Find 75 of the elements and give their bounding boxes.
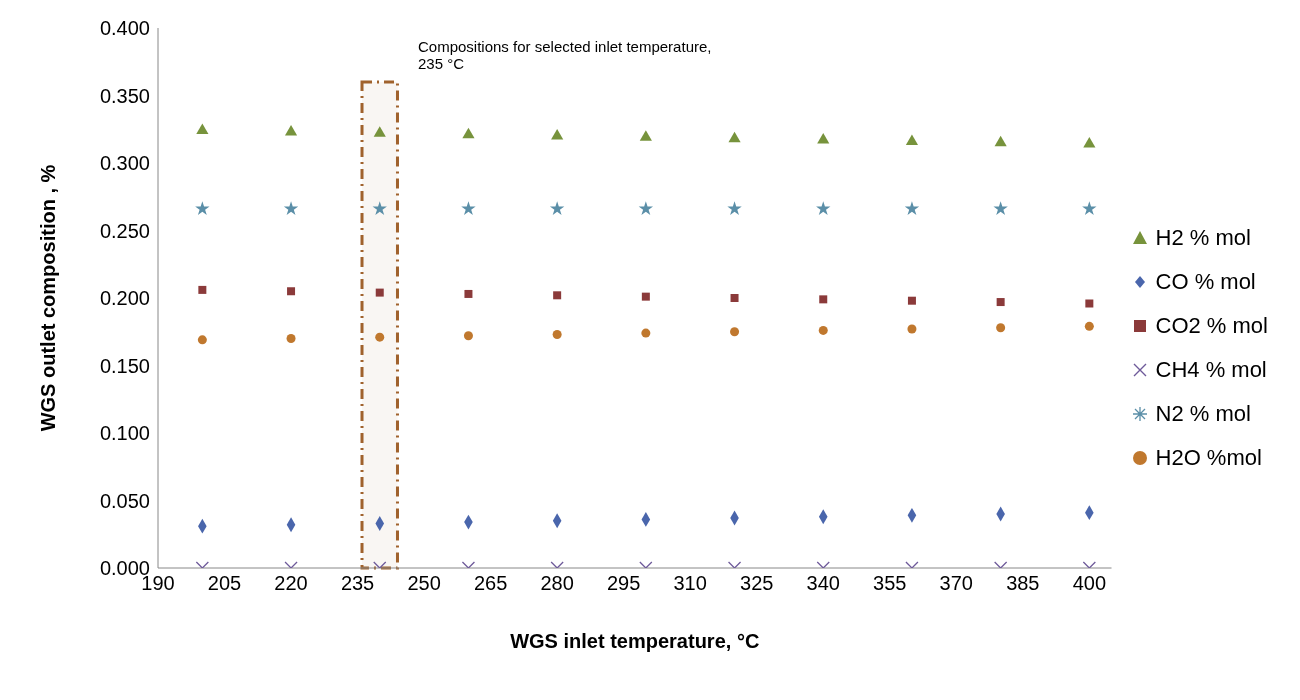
point <box>996 323 1006 333</box>
point <box>639 130 652 141</box>
x-tick-label: 370 <box>939 572 973 595</box>
legend-label: H2O %mol <box>1155 445 1262 471</box>
point <box>730 327 740 337</box>
point <box>198 285 207 294</box>
x-tick-label: 220 <box>274 572 308 595</box>
point <box>907 324 917 334</box>
y-tick-label: 0.050 <box>99 489 150 512</box>
point <box>727 201 742 216</box>
point <box>551 128 564 140</box>
band-label: Compositions for selected inlet temperature, 235 °C <box>418 38 713 72</box>
point <box>994 135 1007 147</box>
point <box>730 294 739 302</box>
legend-label: N2 % mol <box>1155 401 1251 427</box>
legend-label: H2 % mol <box>1155 225 1251 251</box>
y-tick-label: 0.350 <box>99 84 150 107</box>
y-tick-label: 0.150 <box>99 354 150 377</box>
point <box>284 124 298 136</box>
point <box>728 131 741 143</box>
legend-label: CH4 % mol <box>1155 357 1267 383</box>
y-tick-label: 0.400 <box>99 17 150 40</box>
y-tick-label: 0.200 <box>99 287 150 310</box>
point <box>372 201 387 216</box>
point <box>904 201 920 216</box>
point <box>816 201 831 216</box>
point <box>462 127 475 139</box>
point <box>1085 299 1094 308</box>
x-tick-label: 265 <box>473 572 508 595</box>
point <box>907 296 916 305</box>
point <box>1082 201 1097 216</box>
x-tick-label: 355 <box>873 572 907 595</box>
x-tick-label: 310 <box>673 572 707 595</box>
point <box>553 291 562 300</box>
x-tick-label: 205 <box>207 572 242 595</box>
point <box>1083 137 1096 148</box>
point <box>195 201 210 216</box>
x-tick-label: 325 <box>740 572 774 595</box>
point <box>817 133 830 144</box>
point <box>375 288 384 297</box>
y-axis-title: WGS outlet composition , % <box>37 164 60 432</box>
point <box>287 287 296 296</box>
point <box>464 289 473 298</box>
y-tick-label: 0.250 <box>99 219 150 242</box>
x-axis-title: WGS inlet temperature, °C <box>510 630 760 652</box>
point <box>461 201 476 216</box>
point <box>283 201 299 216</box>
point <box>641 328 651 338</box>
point <box>286 333 296 344</box>
point <box>996 298 1005 307</box>
point <box>819 295 828 304</box>
point <box>549 201 565 216</box>
x-tick-label: 235 <box>340 572 375 595</box>
y-tick-label: 0.100 <box>99 422 150 445</box>
y-tick-label: 0.300 <box>99 152 150 175</box>
x-tick-label: 340 <box>806 572 840 595</box>
point <box>818 325 828 335</box>
point <box>905 134 919 145</box>
point <box>375 332 385 342</box>
x-tick-label: 400 <box>1072 572 1107 595</box>
point <box>197 335 207 345</box>
x-tick-label: 250 <box>407 572 441 595</box>
point <box>993 201 1008 216</box>
point <box>1084 321 1094 331</box>
point <box>641 292 650 301</box>
point <box>196 123 209 135</box>
point <box>638 201 654 216</box>
legend-label: CO2 % mol <box>1155 313 1268 339</box>
point <box>552 329 562 339</box>
x-tick-label: 280 <box>540 572 574 595</box>
x-tick-label: 385 <box>1006 572 1040 595</box>
x-tick-label: 295 <box>606 572 641 595</box>
legend-label: CO % mol <box>1155 269 1256 295</box>
point <box>463 331 473 341</box>
point <box>373 126 386 137</box>
